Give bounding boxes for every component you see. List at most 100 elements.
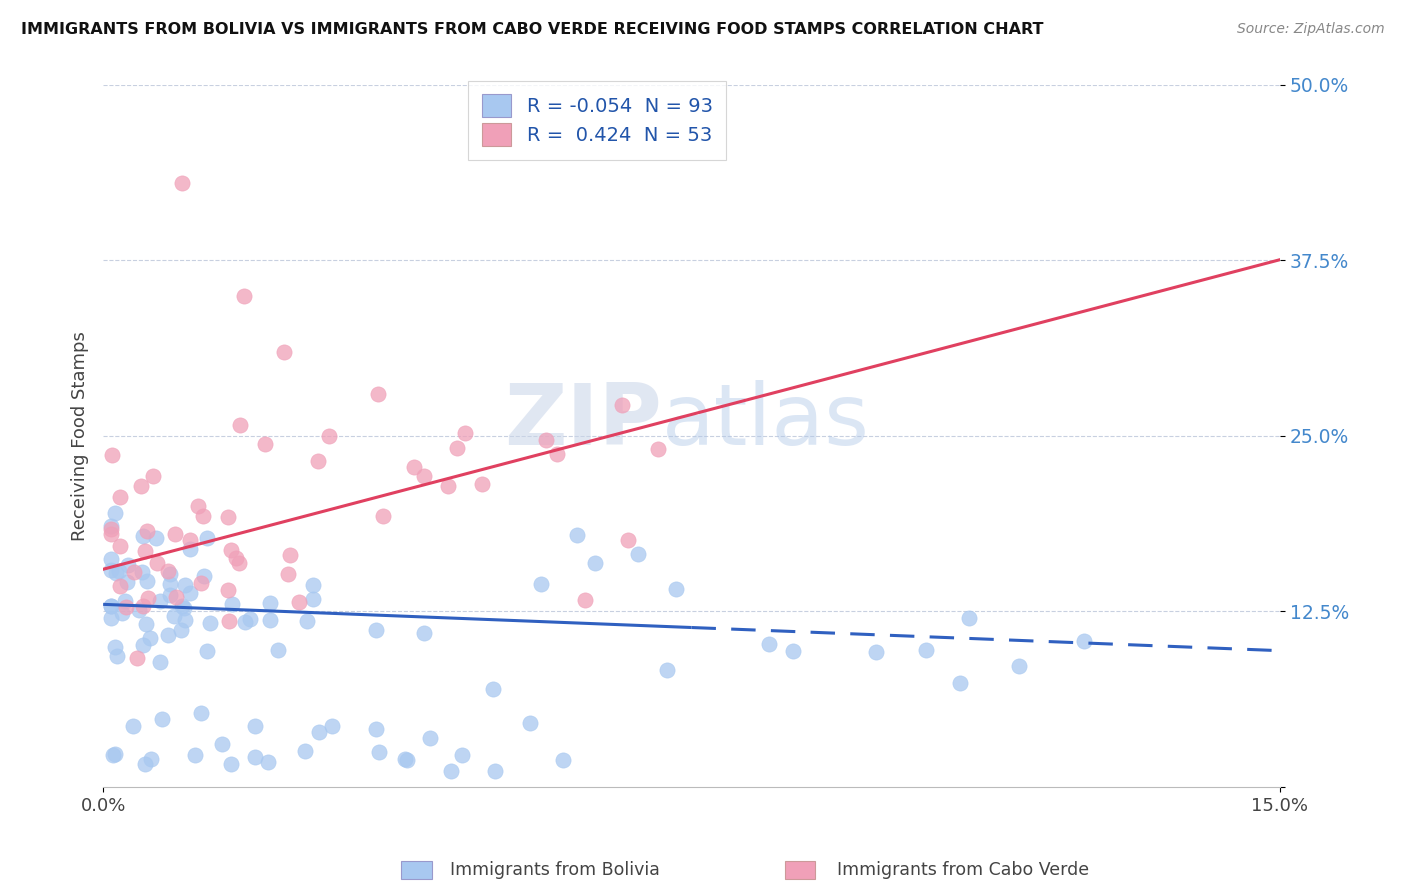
Point: [233, 615, 256, 629]
Point: [419, 731, 441, 745]
Point: [134, 756, 156, 771]
Point: [266, 642, 288, 657]
Point: [179, 542, 201, 557]
Point: [165, 590, 187, 604]
Point: [280, 548, 302, 562]
Y-axis label: Receiving Food Stamps: Receiving Food Stamps: [72, 331, 89, 541]
Point: [100, 599, 122, 614]
Legend: R = -0.054  N = 93, R =  0.424  N = 53: R = -0.054 N = 93, R = 0.424 N = 53: [468, 80, 727, 160]
Point: [865, 645, 887, 659]
Point: [519, 715, 541, 730]
Point: [413, 626, 436, 640]
Point: [159, 588, 181, 602]
Point: [253, 437, 276, 451]
Point: [218, 614, 240, 628]
Point: [364, 623, 387, 637]
Point: [446, 442, 468, 456]
Point: [413, 469, 436, 483]
Point: [173, 601, 195, 615]
Text: Immigrants from Bolivia: Immigrants from Bolivia: [450, 861, 659, 879]
Point: [321, 719, 343, 733]
Point: [239, 612, 262, 626]
Point: [100, 523, 122, 537]
Point: [198, 615, 221, 630]
Point: [100, 526, 122, 541]
Point: [318, 429, 340, 443]
Point: [145, 531, 167, 545]
Point: [149, 594, 172, 608]
Point: [179, 586, 201, 600]
Point: [107, 648, 129, 663]
Point: [159, 566, 181, 581]
Point: [217, 509, 239, 524]
Point: [100, 563, 122, 577]
Point: [454, 425, 477, 440]
Point: [233, 288, 256, 302]
Point: [228, 556, 250, 570]
Point: [440, 764, 463, 778]
Point: [225, 550, 247, 565]
Text: ZIP: ZIP: [505, 380, 662, 463]
Point: [121, 719, 143, 733]
Point: [610, 398, 633, 412]
Point: [437, 479, 460, 493]
Point: [259, 613, 281, 627]
Point: [627, 547, 650, 561]
Point: [187, 499, 209, 513]
Point: [574, 593, 596, 607]
Point: [221, 598, 243, 612]
Point: [484, 764, 506, 778]
Point: [110, 490, 132, 504]
Point: [450, 748, 472, 763]
Text: Immigrants from Cabo Verde: Immigrants from Cabo Verde: [837, 861, 1088, 879]
Point: [782, 644, 804, 658]
Point: [100, 599, 122, 614]
Point: [131, 565, 153, 579]
Point: [373, 509, 395, 524]
Point: [229, 417, 252, 432]
Point: [174, 578, 197, 592]
Point: [125, 651, 148, 665]
Point: [197, 644, 219, 658]
Point: [297, 615, 319, 629]
Point: [165, 527, 187, 541]
Point: [217, 582, 239, 597]
Point: [128, 603, 150, 617]
Point: [665, 582, 688, 597]
Point: [243, 719, 266, 733]
Point: [302, 577, 325, 591]
Point: [1008, 659, 1031, 673]
Point: [107, 565, 129, 579]
Point: [100, 448, 122, 462]
Point: [190, 706, 212, 720]
Point: [481, 682, 503, 697]
Point: [139, 752, 162, 766]
Point: [655, 663, 678, 677]
Point: [546, 447, 568, 461]
Point: [195, 531, 218, 545]
Point: [129, 479, 152, 493]
Point: [170, 623, 193, 637]
Point: [156, 627, 179, 641]
Point: [100, 610, 122, 624]
Point: [273, 344, 295, 359]
Point: [114, 594, 136, 608]
Point: [159, 577, 181, 591]
Point: [219, 543, 242, 558]
Text: Source: ZipAtlas.com: Source: ZipAtlas.com: [1237, 22, 1385, 37]
Point: [394, 752, 416, 766]
Point: [108, 539, 131, 553]
Point: [367, 386, 389, 401]
Point: [219, 757, 242, 772]
Point: [294, 744, 316, 758]
Point: [108, 579, 131, 593]
Point: [172, 599, 194, 614]
Point: [131, 529, 153, 543]
Text: IMMIGRANTS FROM BOLIVIA VS IMMIGRANTS FROM CABO VERDE RECEIVING FOOD STAMPS CORR: IMMIGRANTS FROM BOLIVIA VS IMMIGRANTS FR…: [21, 22, 1043, 37]
Point: [402, 460, 425, 475]
Point: [103, 747, 125, 762]
Point: [104, 566, 127, 581]
Point: [277, 567, 299, 582]
Point: [142, 469, 165, 483]
Point: [170, 176, 193, 190]
